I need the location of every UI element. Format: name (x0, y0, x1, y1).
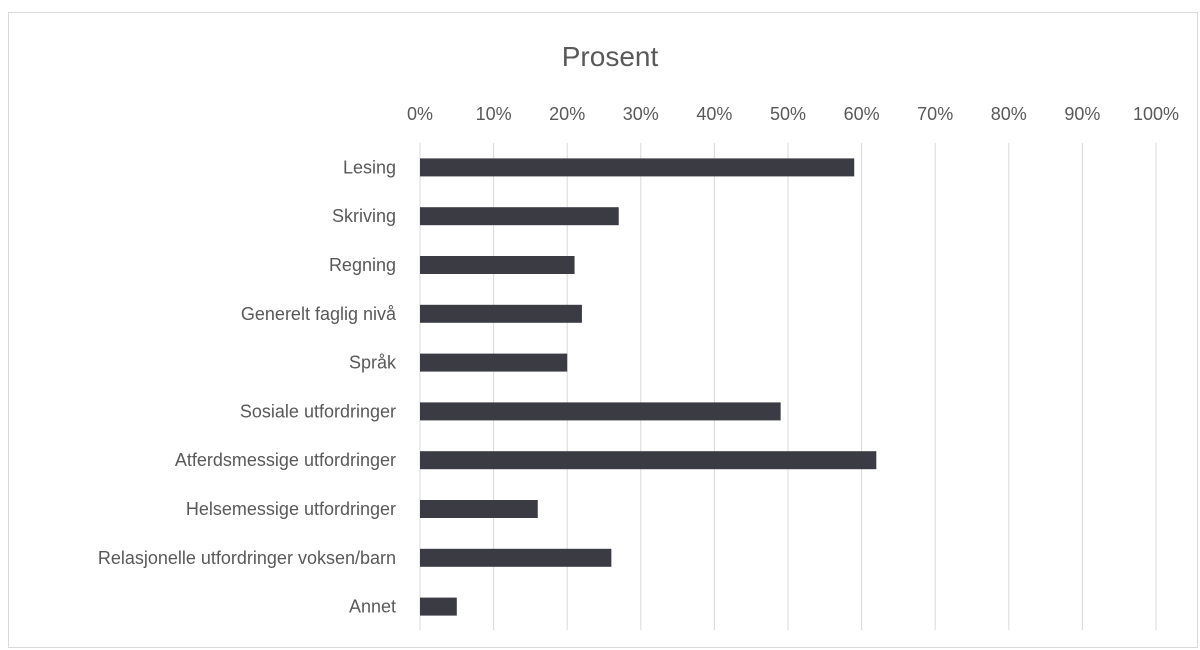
x-tick-label: 10% (476, 104, 512, 124)
category-label: Lesing (343, 157, 396, 177)
bar (420, 256, 575, 274)
bar (420, 353, 568, 372)
category-label: Skriving (332, 206, 396, 226)
x-axis-ticks: 0% 10% 20% 30% 40% 50% 60% 70% 80% 90% 100% (407, 104, 1179, 124)
chart-title: Prosent (562, 41, 659, 72)
category-label: Annet (349, 597, 396, 617)
x-tick-label: 30% (623, 104, 659, 124)
bar (420, 304, 582, 323)
x-tick-label: 90% (1064, 104, 1100, 124)
category-label: Relasjonelle utfordringer voksen/barn (98, 548, 396, 568)
bars (420, 158, 877, 616)
category-label: Helsemessige utfordringer (186, 499, 396, 519)
x-tick-label: 100% (1133, 104, 1179, 124)
bar (420, 548, 612, 567)
category-labels: Lesing Skriving Regning Generelt faglig niv… (98, 157, 397, 616)
category-label: Atferdsmessige utfordringer (175, 450, 396, 470)
category-label: Språk (349, 353, 397, 373)
category-label: Regning (329, 255, 396, 275)
bar (420, 402, 781, 421)
x-tick-label: 0% (407, 104, 433, 124)
bar (420, 451, 877, 470)
category-label: Sosiale utfordringer (240, 401, 396, 421)
chart-frame (8, 12, 1198, 648)
bar (420, 597, 457, 616)
bar (420, 207, 619, 226)
category-label: Generelt faglig nivå (241, 304, 397, 324)
bar (420, 500, 538, 518)
x-tick-label: 50% (770, 104, 806, 124)
x-tick-label: 40% (696, 104, 732, 124)
x-tick-label: 60% (844, 104, 880, 124)
x-tick-label: 20% (549, 104, 585, 124)
x-tick-label: 80% (991, 104, 1027, 124)
x-tick-label: 70% (917, 104, 953, 124)
bar (420, 158, 855, 177)
